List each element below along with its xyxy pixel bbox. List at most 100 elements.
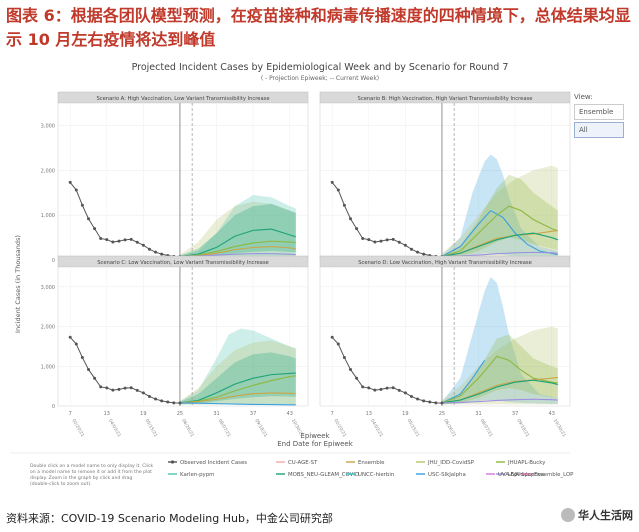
legend-label: UNCC-hierbin	[358, 472, 394, 478]
uncertainty-band	[441, 165, 558, 259]
series-line	[441, 398, 558, 404]
observed-point	[74, 342, 78, 346]
observed-point	[80, 203, 84, 207]
legend-item[interactable]: MOBS_NEU-GLEAM_COVID	[276, 472, 359, 478]
legend-item[interactable]: Ensemble_LOP	[522, 472, 574, 478]
x-tick-date: 05/15/21	[406, 418, 421, 438]
series-line	[441, 209, 558, 257]
observed-point	[74, 188, 78, 192]
x-tick-date: 10/30/21	[552, 418, 567, 438]
series-line	[179, 402, 296, 406]
x-tick-date: 06/26/21	[180, 418, 195, 438]
y-axis-label: Incident Cases (in Thousands)	[14, 235, 22, 333]
uncertainty-band	[441, 276, 558, 405]
observed-point	[373, 388, 377, 392]
observed-point	[379, 239, 383, 243]
legend-item[interactable]: Ensemble	[346, 460, 385, 466]
observed-point	[99, 385, 103, 389]
observed-point	[391, 386, 395, 390]
observed-point	[141, 391, 145, 395]
x-tick-number: 31	[213, 411, 219, 417]
legend-label: UVA-adaptive	[508, 472, 545, 478]
observed-point	[330, 335, 334, 339]
x-tick-number: 43	[287, 411, 293, 417]
legend-note: Double click on a model name to only dis…	[30, 463, 153, 487]
x-tick-date: 04/03/21	[107, 418, 122, 438]
x-tick-date: 09/18/21	[253, 418, 268, 438]
observed-point	[330, 180, 334, 184]
observed-point	[80, 356, 84, 360]
view-option-all[interactable]: All	[574, 122, 624, 138]
panel-title: Scenario B: High Vaccination, High Varia…	[358, 96, 533, 102]
panel-title: Scenario A: High Vaccination, Low Varian…	[96, 96, 269, 102]
observed-point	[355, 376, 359, 380]
observed-point	[105, 238, 109, 242]
observed-point	[416, 397, 420, 401]
observed-point	[379, 387, 383, 391]
observed-point	[355, 227, 359, 231]
observed-point	[68, 335, 72, 339]
legend-marker	[170, 460, 175, 464]
legend-item[interactable]: UNCC-hierbin	[346, 472, 394, 478]
observed-point	[105, 386, 109, 390]
legend-item[interactable]: JHU_IDD-CovidSP	[416, 460, 475, 466]
y-tick-label: 2,000	[41, 168, 55, 174]
panel-scenario-a: Scenario A: High Vaccination, Low Varian…	[41, 91, 309, 264]
panel-title: Scenario C: Low Vaccination, Low Variant…	[97, 260, 269, 266]
x-tick-date: 04/03/21	[369, 418, 384, 438]
y-tick-label: 1,000	[41, 364, 55, 370]
legend-item[interactable]: UVA-adaptive	[496, 472, 545, 478]
observed-point	[93, 376, 97, 380]
legend-item[interactable]: JHUAPL-Bucky	[496, 460, 546, 466]
x-tick-number: 7	[331, 411, 334, 417]
panel-plot-area	[57, 266, 309, 407]
panel-title: Scenario D: Low Vaccination, High Varian…	[358, 260, 532, 266]
panel-scenario-b: Scenario B: High Vaccination, High Varia…	[319, 91, 571, 261]
legend-label: Observed Incident Cases	[180, 460, 247, 466]
view-option-ensemble[interactable]: Ensemble	[574, 104, 624, 120]
observed-point	[135, 240, 139, 244]
observed-point	[348, 367, 352, 371]
series-line	[179, 375, 296, 404]
observed-point	[129, 237, 133, 241]
x-tick-date: 08/07/21	[479, 418, 494, 438]
y-tick-label: 1,000	[41, 213, 55, 219]
legend-item[interactable]: USC-SIkJalpha	[416, 472, 466, 478]
observed-point	[434, 401, 438, 405]
uncertainty-band	[179, 328, 296, 405]
series-line	[441, 360, 486, 404]
x-tick-number: 19	[140, 411, 146, 417]
observed-point	[111, 388, 115, 392]
x-tick-number: 13	[366, 411, 372, 417]
legend-item[interactable]: Observed Incident Cases	[168, 460, 247, 466]
legend-item[interactable]: UVA-EpiHiper	[486, 472, 534, 478]
observed-point	[361, 236, 365, 240]
uncertainty-band	[179, 340, 296, 405]
observed-point	[422, 252, 426, 256]
watermark-text: 华人生活网	[578, 509, 633, 522]
chart-area: Projected Incident Cases by Epidemiologi…	[0, 52, 639, 504]
observed-point	[367, 238, 371, 242]
panel-scenario-c: Scenario C: Low Vaccination, Low Variant…	[41, 255, 309, 438]
observed-point	[178, 401, 182, 405]
x-tick-date: 10/30/21	[290, 418, 305, 438]
observed-point	[403, 391, 407, 395]
uncertainty-band	[441, 174, 558, 259]
panel-scenario-d: Scenario D: Low Vaccination, High Varian…	[319, 255, 571, 438]
series-line	[179, 240, 296, 257]
observed-point	[129, 386, 133, 390]
legend-label: JHU_IDD-CovidSP	[427, 460, 475, 466]
legend-item[interactable]: CU-AGE-ST	[276, 460, 318, 466]
wechat-icon	[561, 508, 575, 522]
series-line	[179, 228, 296, 257]
panel-plot-area	[319, 266, 571, 407]
legend-item[interactable]: Karlen-pypm	[168, 472, 214, 478]
observed-point	[440, 401, 444, 405]
observed-point	[385, 238, 389, 242]
x-tick-date: 09/18/21	[515, 418, 530, 438]
view-label: View:	[574, 93, 593, 101]
x-tick-number: 19	[402, 411, 408, 417]
observed-point	[428, 400, 432, 404]
observed-point	[99, 236, 103, 240]
observed-point	[397, 240, 401, 244]
